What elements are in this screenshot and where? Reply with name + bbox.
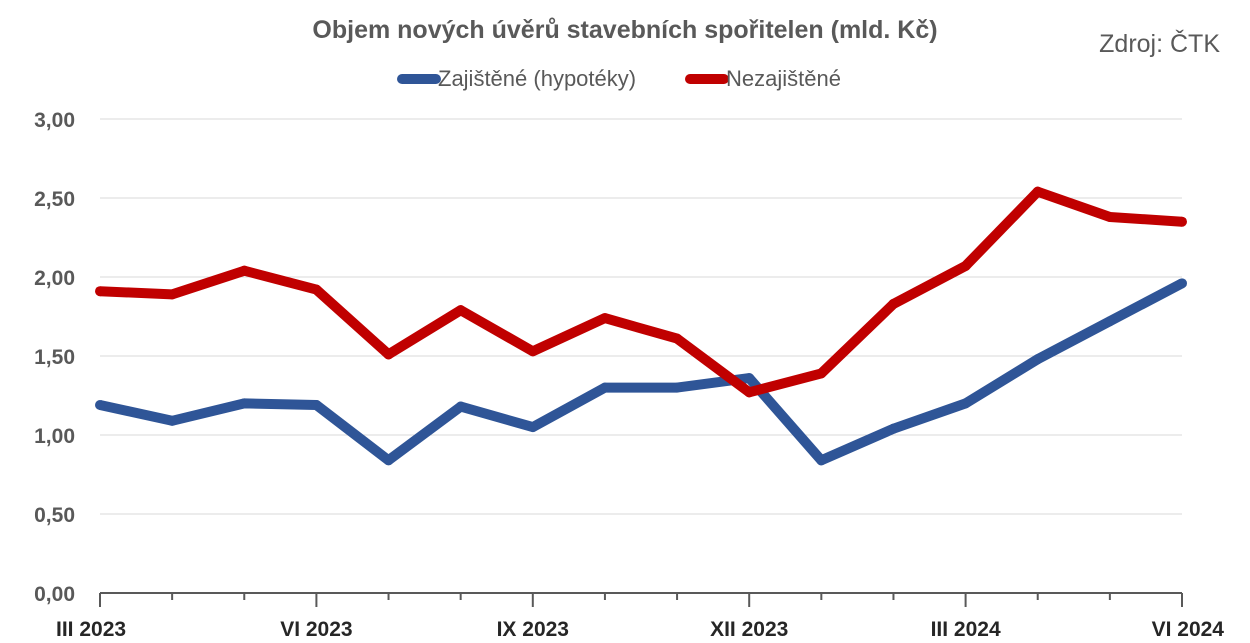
data-point (599, 313, 610, 324)
data-point (383, 349, 394, 360)
data-point (455, 305, 466, 316)
data-point (1032, 186, 1043, 197)
data-point (816, 368, 827, 379)
legend: Zajištěné (hypotéky) Nezajištěné (397, 66, 841, 91)
y-tick-label: 3,00 (34, 109, 75, 132)
y-tick-label: 0,00 (34, 583, 75, 606)
data-point (1177, 278, 1187, 289)
data-point (1104, 316, 1115, 327)
data-point (95, 286, 105, 297)
data-point (383, 455, 394, 466)
data-point (1104, 211, 1115, 222)
data-point (744, 373, 755, 384)
x-tick-label: VI 2024 (1152, 618, 1225, 641)
x-tick-label: III 2024 (931, 618, 1001, 641)
data-point (167, 289, 178, 300)
data-point (672, 382, 683, 393)
data-point (311, 399, 322, 410)
y-tick-label: 2,50 (34, 188, 75, 211)
x-tick-label: XII 2023 (710, 618, 788, 641)
data-point (599, 382, 610, 393)
legend-item-nezajistene: Nezajištěné (685, 66, 841, 91)
data-point (527, 346, 538, 357)
series-line-nezajistene (99, 186, 1183, 398)
series-line-zajistene (98, 278, 1185, 466)
data-point (1177, 216, 1187, 227)
y-tick-label: 1,50 (34, 346, 75, 369)
data-point (239, 265, 250, 276)
data-point (672, 333, 683, 344)
x-tick-label: IX 2023 (497, 618, 569, 641)
chart-title: Objem nových úvěrů stavebních spořitelen… (312, 16, 937, 44)
data-point (960, 398, 971, 409)
data-point (960, 260, 971, 271)
data-point (95, 399, 105, 410)
legend-label-nezajistene: Nezajištěné (726, 66, 841, 91)
data-point (744, 387, 755, 398)
y-tick-label: 1,00 (34, 425, 75, 448)
gridlines (100, 118, 1182, 515)
chart-source: Zdroj: ČTK (1099, 29, 1220, 58)
legend-item-zajistene: Zajištěné (hypotéky) (397, 66, 636, 91)
x-axis: III 2023 VI 2023 IX 2023 XII 2023 III 2024 VI… (56, 592, 1225, 641)
x-tick-label: VI 2023 (280, 618, 352, 641)
y-tick-label: 0,50 (34, 504, 75, 527)
y-axis-ticks: 0,00 0,50 1,00 1,50 2,00 2,50 3,00 (34, 109, 75, 606)
data-point (455, 401, 466, 412)
data-point (311, 284, 322, 295)
y-tick-label: 2,00 (34, 267, 75, 290)
x-tick-label: III 2023 (56, 618, 126, 641)
data-point (167, 415, 178, 426)
data-point (816, 455, 827, 466)
data-point (239, 398, 250, 409)
data-point (888, 298, 899, 309)
data-point (888, 423, 899, 434)
legend-label-zajistene: Zajištěné (hypotéky) (438, 66, 636, 91)
series-lines (95, 186, 1187, 466)
data-point (1032, 354, 1043, 365)
data-point (527, 422, 538, 433)
